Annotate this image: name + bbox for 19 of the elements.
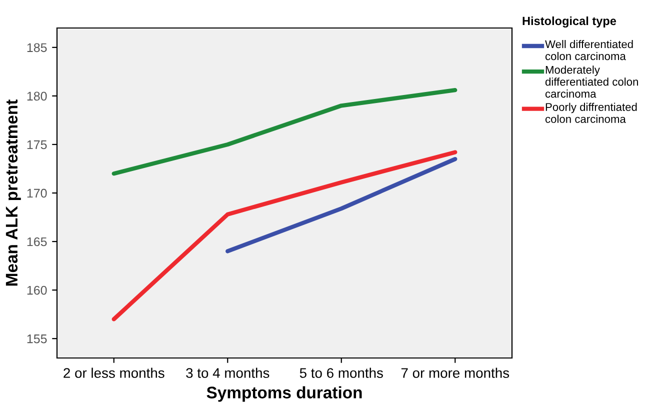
y-tick-label: 160 <box>27 286 47 295</box>
x-tick-label: 3 to 4 months <box>186 368 270 378</box>
y-tick-label: 165 <box>27 237 47 246</box>
line-series <box>112 88 458 176</box>
line-series <box>112 150 458 322</box>
x-tick-label: 2 or less months <box>64 368 164 378</box>
legend-label: Moderately differentiated colon carcinoma <box>545 66 638 98</box>
legend-label: Poorly diffrentiated colon carcinoma <box>545 102 637 123</box>
x-axis-title: Symptoms duration <box>206 386 362 402</box>
legend-title: Histological type <box>522 16 616 28</box>
legend-label: Well differentiated colon carcinoma <box>545 40 633 60</box>
y-tick-label: 185 <box>27 43 47 52</box>
y-tick-label: 180 <box>27 92 47 101</box>
y-tick-label: 155 <box>27 334 47 344</box>
y-tick-label: 170 <box>27 188 47 198</box>
x-tick-label: 7 or more months <box>401 368 510 378</box>
y-tick-label: 175 <box>27 140 47 150</box>
x-tick-label: 5 to 6 months <box>300 368 383 378</box>
y-axis-title: Mean ALK pretreatment <box>6 100 21 286</box>
